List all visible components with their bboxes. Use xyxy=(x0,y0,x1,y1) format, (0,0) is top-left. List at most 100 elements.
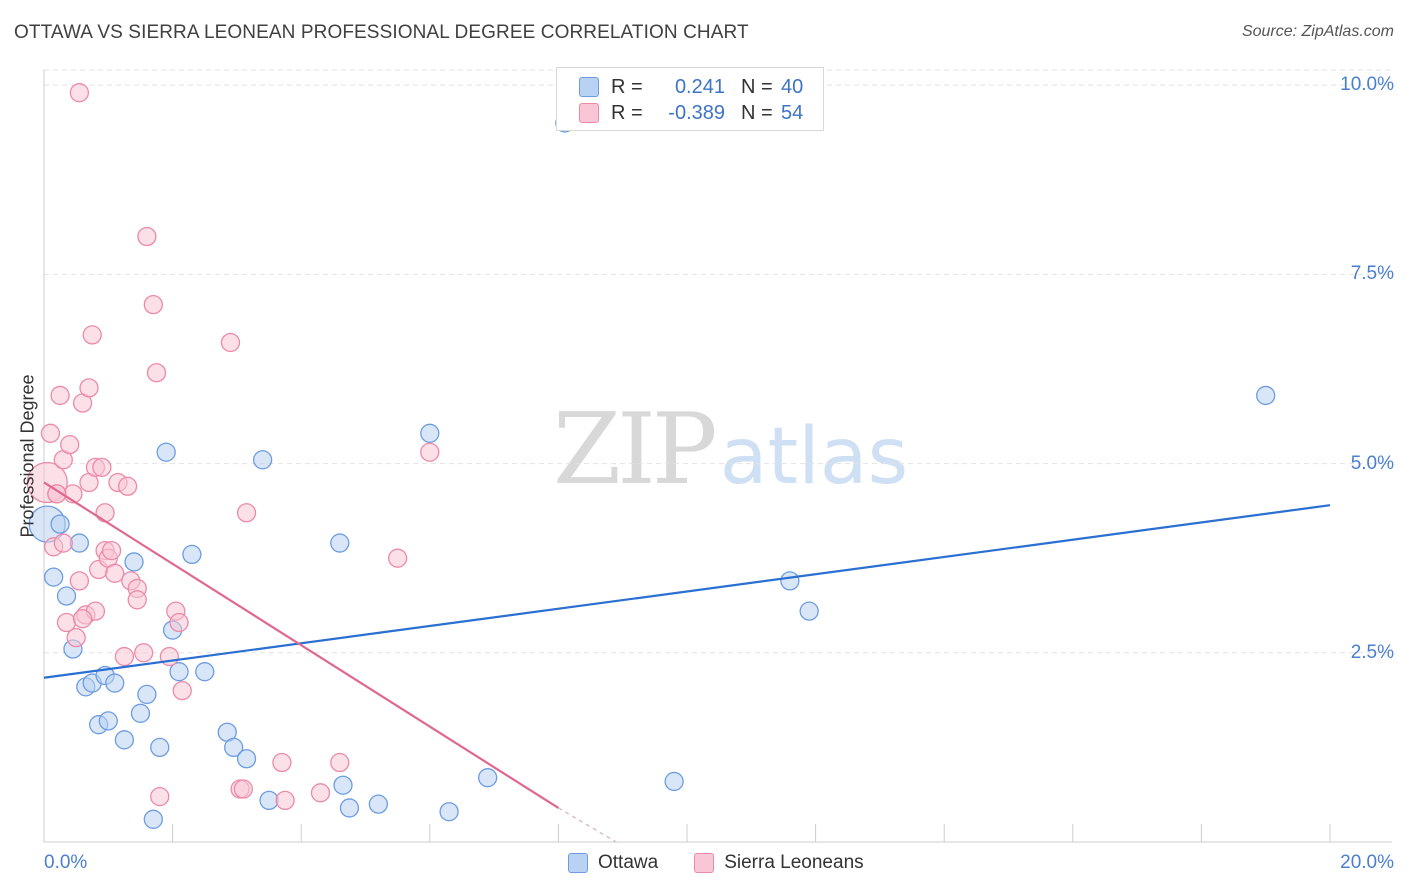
ottawa-point-21 xyxy=(182,544,202,565)
ottawa-point-37 xyxy=(780,571,800,591)
sierra-point-46 xyxy=(272,752,292,773)
sierra-point-1 xyxy=(40,423,61,443)
sierra-point-25 xyxy=(105,563,125,583)
watermark-zip: ZIP xyxy=(553,393,718,507)
sierra-point-16 xyxy=(82,325,102,345)
ottawa-point-17 xyxy=(150,737,170,758)
ottawa-point-2 xyxy=(43,567,64,587)
ottawa-point-13 xyxy=(124,552,144,572)
legend-r-label: R = xyxy=(611,75,643,98)
ottawa-point-31 xyxy=(368,794,389,814)
y-axis-label: Professional Degree xyxy=(17,374,38,538)
sierra-point-39 xyxy=(169,612,189,633)
sierra-point-50 xyxy=(387,548,408,568)
ottawa-point-14 xyxy=(130,703,151,723)
ottawa-point-1 xyxy=(50,514,70,534)
legend-label-sierra: Sierra Leoneans xyxy=(724,852,864,873)
sierra-point-24 xyxy=(101,540,122,561)
correlation-legend: R = 0.241 N = 40 R = -0.389 N = 54 xyxy=(556,67,824,131)
ottawa-point-27 xyxy=(259,790,279,811)
legend-n-value: 54 xyxy=(781,101,804,124)
legend-n-label: N = xyxy=(741,101,773,124)
ottawa-point-12 xyxy=(114,730,135,750)
ottawa-point-29 xyxy=(333,775,353,795)
sierra-point-8 xyxy=(60,434,80,455)
ottawa-point-39 xyxy=(1256,385,1276,406)
ottawa-point-22 xyxy=(195,662,215,682)
sierra-point-49 xyxy=(330,752,350,773)
legend-row-ottawa: R = 0.241 N = 40 xyxy=(579,74,803,100)
sierra-point-31 xyxy=(127,590,147,610)
legend-swatch-sierra xyxy=(694,853,715,873)
sierra-point-36 xyxy=(150,786,170,807)
ottawa-point-11 xyxy=(105,673,125,693)
grid-lines xyxy=(44,69,1392,654)
source-label: Source: ZipAtlas.com xyxy=(1241,23,1394,40)
sierra-point-20 xyxy=(92,457,112,478)
ottawa-point-24 xyxy=(224,737,244,758)
ottawa-point-34 xyxy=(478,768,498,788)
sierra-point-10 xyxy=(66,627,86,648)
sierra-point-51 xyxy=(420,442,440,462)
sierra-point-34 xyxy=(143,294,163,315)
ottawa-point-5 xyxy=(69,533,90,553)
chart-title: OTTAWA VS SIERRA LEONEAN PROFESSIONAL DE… xyxy=(14,22,749,43)
watermark-atlas: atlas xyxy=(719,412,909,502)
sierra-point-52 xyxy=(47,484,67,504)
sierra-points xyxy=(26,83,440,811)
sierra-point-44 xyxy=(233,779,253,799)
sierra-point-32 xyxy=(134,643,154,663)
ottawa-point-38 xyxy=(799,601,819,621)
y-tick-label-3: 10.0% xyxy=(1340,74,1394,96)
legend-n-value: 40 xyxy=(781,75,804,98)
legend-label-ottawa: Ottawa xyxy=(598,852,659,873)
legend-n-label: N = xyxy=(741,75,773,98)
legend-swatch-ottawa xyxy=(568,853,588,873)
sierra-point-48 xyxy=(310,783,331,803)
sierra-point-42 xyxy=(220,332,241,353)
sierra-point-15 xyxy=(79,378,99,398)
sierra-point-11 xyxy=(69,571,90,591)
ottawa-point-25 xyxy=(236,749,257,769)
legend-row-sierra: R = -0.389 N = 54 xyxy=(579,100,803,126)
ottawa-point-32 xyxy=(420,423,440,443)
sierra-point-33 xyxy=(137,226,157,247)
ottawa-points xyxy=(28,113,1276,829)
ottawa-point-26 xyxy=(252,450,273,470)
y-tick-label-2: 7.5% xyxy=(1350,263,1394,285)
sierra-point-45 xyxy=(236,503,257,523)
legend-r-value: -0.389 xyxy=(668,101,725,124)
legend-r-label: R = xyxy=(611,101,643,124)
y-tick-label-1: 5.0% xyxy=(1350,452,1394,474)
ottawa-point-20 xyxy=(169,662,189,682)
sierra-trend-line xyxy=(43,481,559,809)
axes xyxy=(43,70,1392,843)
watermark: ZIPatlas xyxy=(553,400,908,499)
sierra-point-28 xyxy=(117,476,138,496)
y-tick-label-0: 2.5% xyxy=(1350,641,1394,663)
legend-swatch-sierra xyxy=(579,103,599,123)
legend-item-ottawa[interactable]: Ottawa xyxy=(568,852,658,874)
sierra-point-6 xyxy=(53,533,73,553)
ottawa-point-18 xyxy=(156,442,176,462)
legend-swatch-ottawa xyxy=(579,77,599,97)
sierra-point-4 xyxy=(50,385,70,406)
ottawa-point-10 xyxy=(98,711,118,731)
sierra-trend-extension xyxy=(558,807,617,843)
ottawa-point-15 xyxy=(137,684,157,705)
x-tick-label-min: 0.0% xyxy=(44,852,88,873)
sierra-point-27 xyxy=(114,646,135,667)
sierra-point-21 xyxy=(95,503,115,523)
sierra-point-35 xyxy=(146,363,167,383)
ottawa-point-30 xyxy=(339,798,360,818)
ottawa-point-33 xyxy=(439,802,459,822)
series-legend: Ottawa Sierra Leoneans xyxy=(568,852,900,874)
ottawa-point-3 xyxy=(56,586,77,606)
sierra-point-41 xyxy=(69,83,90,103)
legend-item-sierra[interactable]: Sierra Leoneans xyxy=(694,852,864,874)
ottawa-trend-line xyxy=(43,504,1331,679)
ottawa-point-36 xyxy=(664,771,684,792)
ottawa-point-28 xyxy=(330,533,350,553)
sierra-point-40 xyxy=(172,680,192,701)
